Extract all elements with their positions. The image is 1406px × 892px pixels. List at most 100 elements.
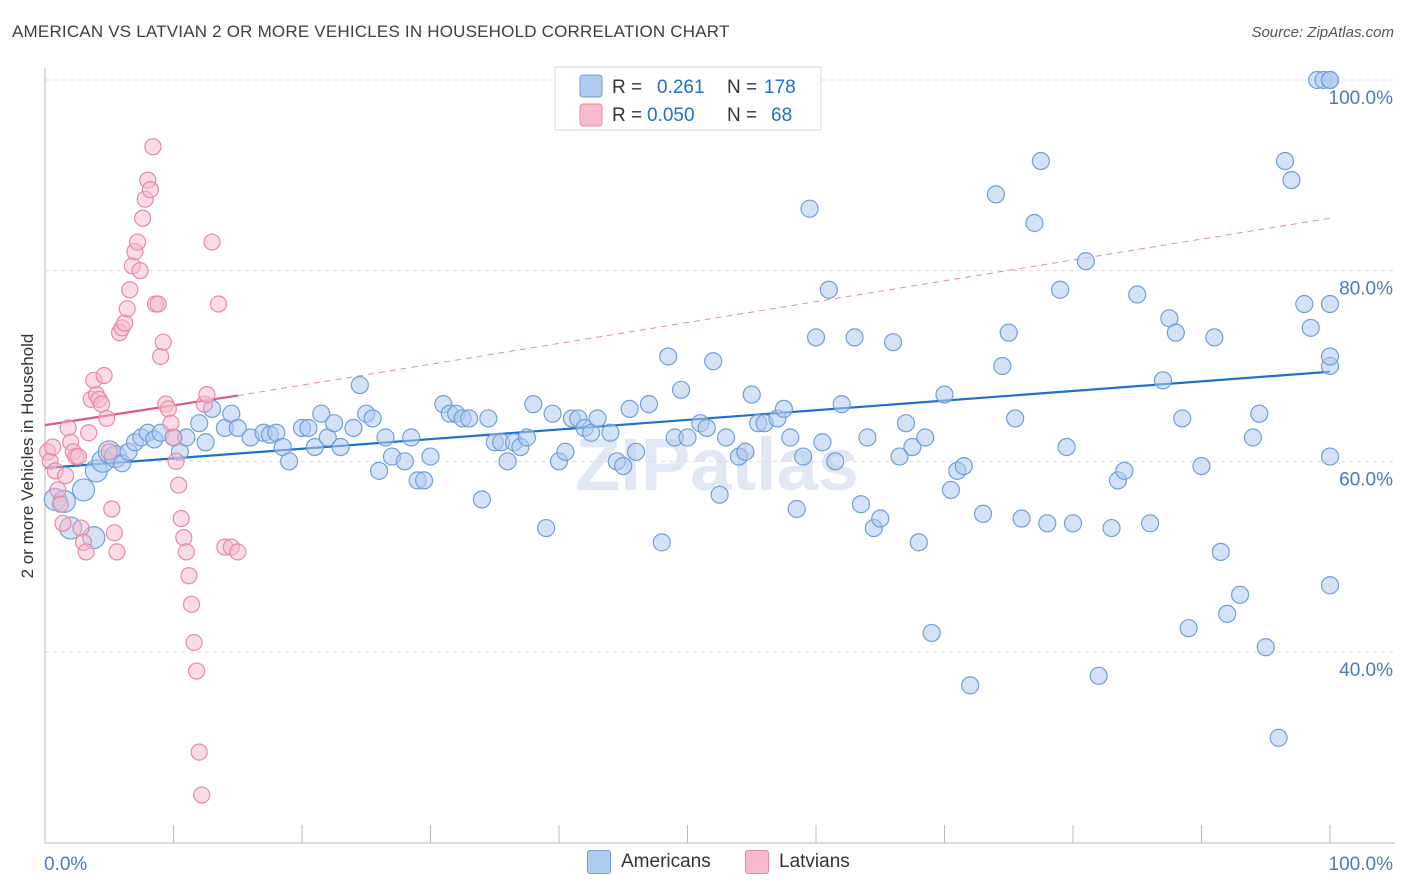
point-americans xyxy=(1320,70,1340,90)
point-latvians xyxy=(56,467,75,485)
point-americans xyxy=(363,409,382,428)
point-americans xyxy=(806,328,826,347)
point-americans xyxy=(742,385,761,404)
point-americans xyxy=(794,447,813,466)
point-americans xyxy=(524,395,543,414)
x-tick-label: 100.0% xyxy=(1329,854,1394,875)
point-americans xyxy=(858,428,877,447)
point-americans xyxy=(556,442,575,461)
point-americans xyxy=(954,457,973,476)
point-latvians xyxy=(209,295,228,313)
point-americans xyxy=(678,428,697,447)
point-americans xyxy=(781,428,800,447)
point-americans xyxy=(1243,428,1263,447)
point-latvians xyxy=(180,567,198,585)
point-latvians xyxy=(77,543,95,561)
point-americans xyxy=(941,480,961,500)
point-americans xyxy=(973,504,993,523)
point-americans xyxy=(1166,323,1185,342)
legend-label-latvians: Latvians xyxy=(779,851,850,872)
point-americans xyxy=(1076,252,1095,271)
point-americans xyxy=(71,478,96,502)
point-americans xyxy=(1006,409,1025,428)
point-americans xyxy=(697,418,716,438)
point-latvians xyxy=(100,443,118,461)
point-americans xyxy=(1211,542,1230,562)
point-americans xyxy=(826,452,845,471)
point-latvians xyxy=(116,314,134,332)
point-americans xyxy=(896,414,916,433)
chart-title: AMERICAN VS LATVIAN 2 OR MORE VEHICLES I… xyxy=(12,22,730,41)
point-latvians xyxy=(72,519,90,537)
y-tick-labels: 40.0% 60.0% 80.0% 100.0% xyxy=(1329,88,1394,681)
point-latvians xyxy=(144,138,162,156)
point-americans xyxy=(961,676,980,695)
legend-swatch-latvians xyxy=(745,850,769,874)
point-americans xyxy=(652,533,671,552)
point-americans xyxy=(935,385,954,404)
legend-label-americans: Americans xyxy=(621,851,711,872)
point-americans xyxy=(851,495,871,514)
legend-swatch-americans xyxy=(587,850,611,874)
point-americans xyxy=(414,471,434,490)
legend-item-americans[interactable]: Americans xyxy=(587,850,711,874)
point-americans xyxy=(710,485,729,504)
point-americans xyxy=(1031,151,1050,171)
point-latvians xyxy=(159,400,177,418)
point-americans xyxy=(883,333,903,352)
point-latvians xyxy=(152,347,170,366)
point-americans xyxy=(312,404,331,423)
point-americans xyxy=(1153,371,1173,390)
point-americans xyxy=(299,418,318,438)
point-americans xyxy=(993,356,1012,376)
point-latvians xyxy=(185,633,203,652)
point-americans xyxy=(1230,585,1250,604)
data-points xyxy=(38,70,1340,804)
point-latvians xyxy=(193,786,211,804)
point-latvians xyxy=(54,514,72,532)
point-americans xyxy=(1269,728,1288,747)
trendline-americans xyxy=(44,370,1331,470)
point-americans xyxy=(1205,328,1224,347)
point-americans xyxy=(871,509,890,528)
point-americans xyxy=(832,395,851,414)
point-americans xyxy=(620,399,639,418)
point-americans xyxy=(1063,514,1083,533)
stats-r-label-americans: R = xyxy=(612,77,642,98)
point-americans xyxy=(614,457,633,476)
point-americans xyxy=(459,409,479,428)
point-americans xyxy=(1025,213,1044,233)
point-latvians xyxy=(103,500,121,518)
point-americans xyxy=(909,533,928,552)
point-latvians xyxy=(69,447,88,466)
point-americans xyxy=(370,461,389,480)
point-latvians xyxy=(229,543,247,561)
point-americans xyxy=(376,428,395,447)
point-americans xyxy=(890,447,909,466)
point-americans xyxy=(1301,318,1320,337)
stats-n-value-latvians: 68 xyxy=(771,105,792,126)
point-americans xyxy=(800,199,819,218)
point-americans xyxy=(922,623,941,643)
point-americans xyxy=(1038,514,1057,533)
point-americans xyxy=(813,433,832,452)
stats-r-value-latvians: 0.050 xyxy=(647,105,695,126)
legend-item-latvians[interactable]: Latvians xyxy=(745,850,850,874)
point-latvians xyxy=(49,481,67,499)
point-americans xyxy=(659,347,678,366)
point-americans xyxy=(331,437,350,457)
y-tick-label: 60.0% xyxy=(1339,469,1393,490)
stats-legend: R = 0.261 N = 178 R = 0.050 N = 68 xyxy=(554,66,822,131)
point-americans xyxy=(1057,437,1076,457)
point-americans xyxy=(916,428,935,447)
point-latvians xyxy=(98,409,116,428)
x-tick-label: 0.0% xyxy=(44,854,87,875)
point-latvians xyxy=(175,528,193,547)
point-latvians xyxy=(164,428,183,447)
point-latvians xyxy=(121,281,139,299)
trendline-latvians-extension xyxy=(237,217,1331,397)
point-americans xyxy=(1218,604,1237,623)
point-latvians xyxy=(162,414,180,432)
point-americans xyxy=(325,414,344,433)
point-americans xyxy=(1275,151,1295,171)
